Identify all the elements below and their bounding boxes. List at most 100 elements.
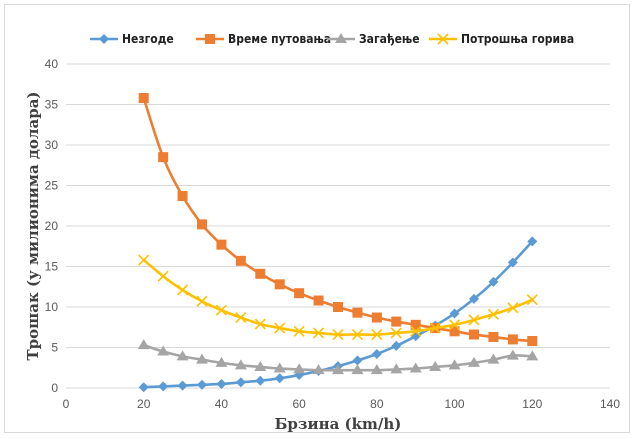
marker-triangle <box>332 364 344 375</box>
marker-triangle <box>312 364 325 375</box>
y-tick-label: 40 <box>45 57 59 71</box>
legend-label: Потрошња горива <box>461 32 574 46</box>
marker-x <box>390 327 402 339</box>
marker-triangle <box>234 359 247 370</box>
legend-item: Незгоде <box>90 32 174 46</box>
marker-triangle <box>506 349 519 360</box>
marker-diamond <box>99 34 109 44</box>
marker-triangle <box>215 356 228 367</box>
marker-square <box>488 331 499 342</box>
marker-diamond <box>177 380 188 391</box>
marker-square <box>469 329 479 340</box>
y-tick-label: 20 <box>45 219 59 233</box>
marker-square <box>138 93 149 104</box>
marker-diamond <box>507 257 518 268</box>
marker-square <box>177 191 188 202</box>
marker-triangle <box>370 364 383 375</box>
marker-square <box>333 302 343 312</box>
marker-x <box>332 328 344 341</box>
legend-item: Загађење <box>327 32 420 46</box>
marker-x <box>468 314 480 326</box>
y-tick-label: 0 <box>51 381 58 395</box>
marker-x <box>449 319 461 331</box>
marker-square <box>527 336 538 347</box>
marker-square <box>410 319 421 330</box>
y-tick-label: 5 <box>51 341 58 355</box>
x-tick-label: 140 <box>600 397 620 411</box>
marker-x <box>157 270 169 282</box>
marker-x <box>138 254 150 266</box>
marker-triangle <box>487 353 500 364</box>
marker-triangle <box>273 362 286 373</box>
x-tick-label: 40 <box>215 397 229 411</box>
legend: Незгоде Време путовања Загађење Потрошња го… <box>90 32 574 46</box>
marker-triangle <box>468 356 480 367</box>
marker-diamond <box>158 381 169 392</box>
marker-square <box>216 239 227 250</box>
marker-square <box>274 279 285 290</box>
marker-square <box>255 268 266 279</box>
marker-x <box>351 328 363 341</box>
x-tick-labels: 0 20 40 60 80 100 120 140 <box>63 397 621 411</box>
x-tick-label: 0 <box>63 397 70 411</box>
y-tick-label: 30 <box>45 138 59 152</box>
marker-x <box>437 33 449 45</box>
marker-triangle <box>176 350 189 361</box>
legend-label: Време путовања <box>228 32 331 46</box>
series-2 <box>138 93 538 347</box>
marker-triangle <box>526 350 539 361</box>
y-tick-label: 15 <box>45 260 59 274</box>
marker-x <box>235 311 247 324</box>
marker-triangle <box>254 360 267 371</box>
marker-x <box>487 308 499 320</box>
marker-x <box>254 318 266 330</box>
marker-diamond <box>371 348 382 359</box>
marker-triangle <box>409 362 422 373</box>
x-tick-label: 60 <box>292 397 306 411</box>
x-tick-label: 120 <box>522 397 542 411</box>
marker-diamond <box>274 373 285 384</box>
marker-x <box>371 328 383 341</box>
legend-label: Незгоде <box>122 32 174 46</box>
marker-diamond <box>216 378 227 389</box>
marker-diamond <box>352 355 363 366</box>
marker-diamond <box>255 375 266 386</box>
marker-square <box>352 307 363 318</box>
x-tick-label: 20 <box>137 397 151 411</box>
marker-x <box>274 322 286 334</box>
marker-diamond <box>197 379 207 390</box>
marker-triangle <box>137 339 150 350</box>
series-4 <box>138 254 538 341</box>
marker-x <box>507 302 519 314</box>
marker-triangle <box>335 33 347 43</box>
marker-square <box>158 152 169 163</box>
marker-x <box>177 284 189 296</box>
y-tick-label: 10 <box>45 300 59 314</box>
marker-x <box>410 325 422 337</box>
legend-item: Време путовања <box>196 32 331 46</box>
marker-triangle <box>448 359 461 370</box>
marker-diamond <box>138 382 149 393</box>
marker-x <box>293 325 305 337</box>
marker-x <box>429 322 441 334</box>
series-3 <box>137 339 539 375</box>
marker-diamond <box>449 308 460 319</box>
y-tick-label: 35 <box>45 98 59 112</box>
x-tick-label: 100 <box>445 397 465 411</box>
marker-diamond <box>235 377 246 388</box>
marker-triangle <box>196 353 208 364</box>
marker-diamond <box>391 340 402 351</box>
marker-square <box>235 255 246 266</box>
marker-square <box>294 288 305 299</box>
x-axis-title: Брзина (km/h) <box>275 415 402 433</box>
marker-diamond <box>469 293 479 304</box>
y-tick-label: 25 <box>45 179 59 193</box>
marker-square <box>205 34 215 44</box>
marker-triangle <box>157 345 170 356</box>
marker-triangle <box>293 363 306 374</box>
gridlines <box>66 63 610 389</box>
y-tick-labels: 0 5 10 15 20 25 30 35 40 <box>45 57 59 395</box>
legend-label: Загађење <box>359 32 420 46</box>
x-tick-label: 80 <box>370 397 384 411</box>
y-axis-title: Трошак (у милионима долара) <box>24 91 42 360</box>
